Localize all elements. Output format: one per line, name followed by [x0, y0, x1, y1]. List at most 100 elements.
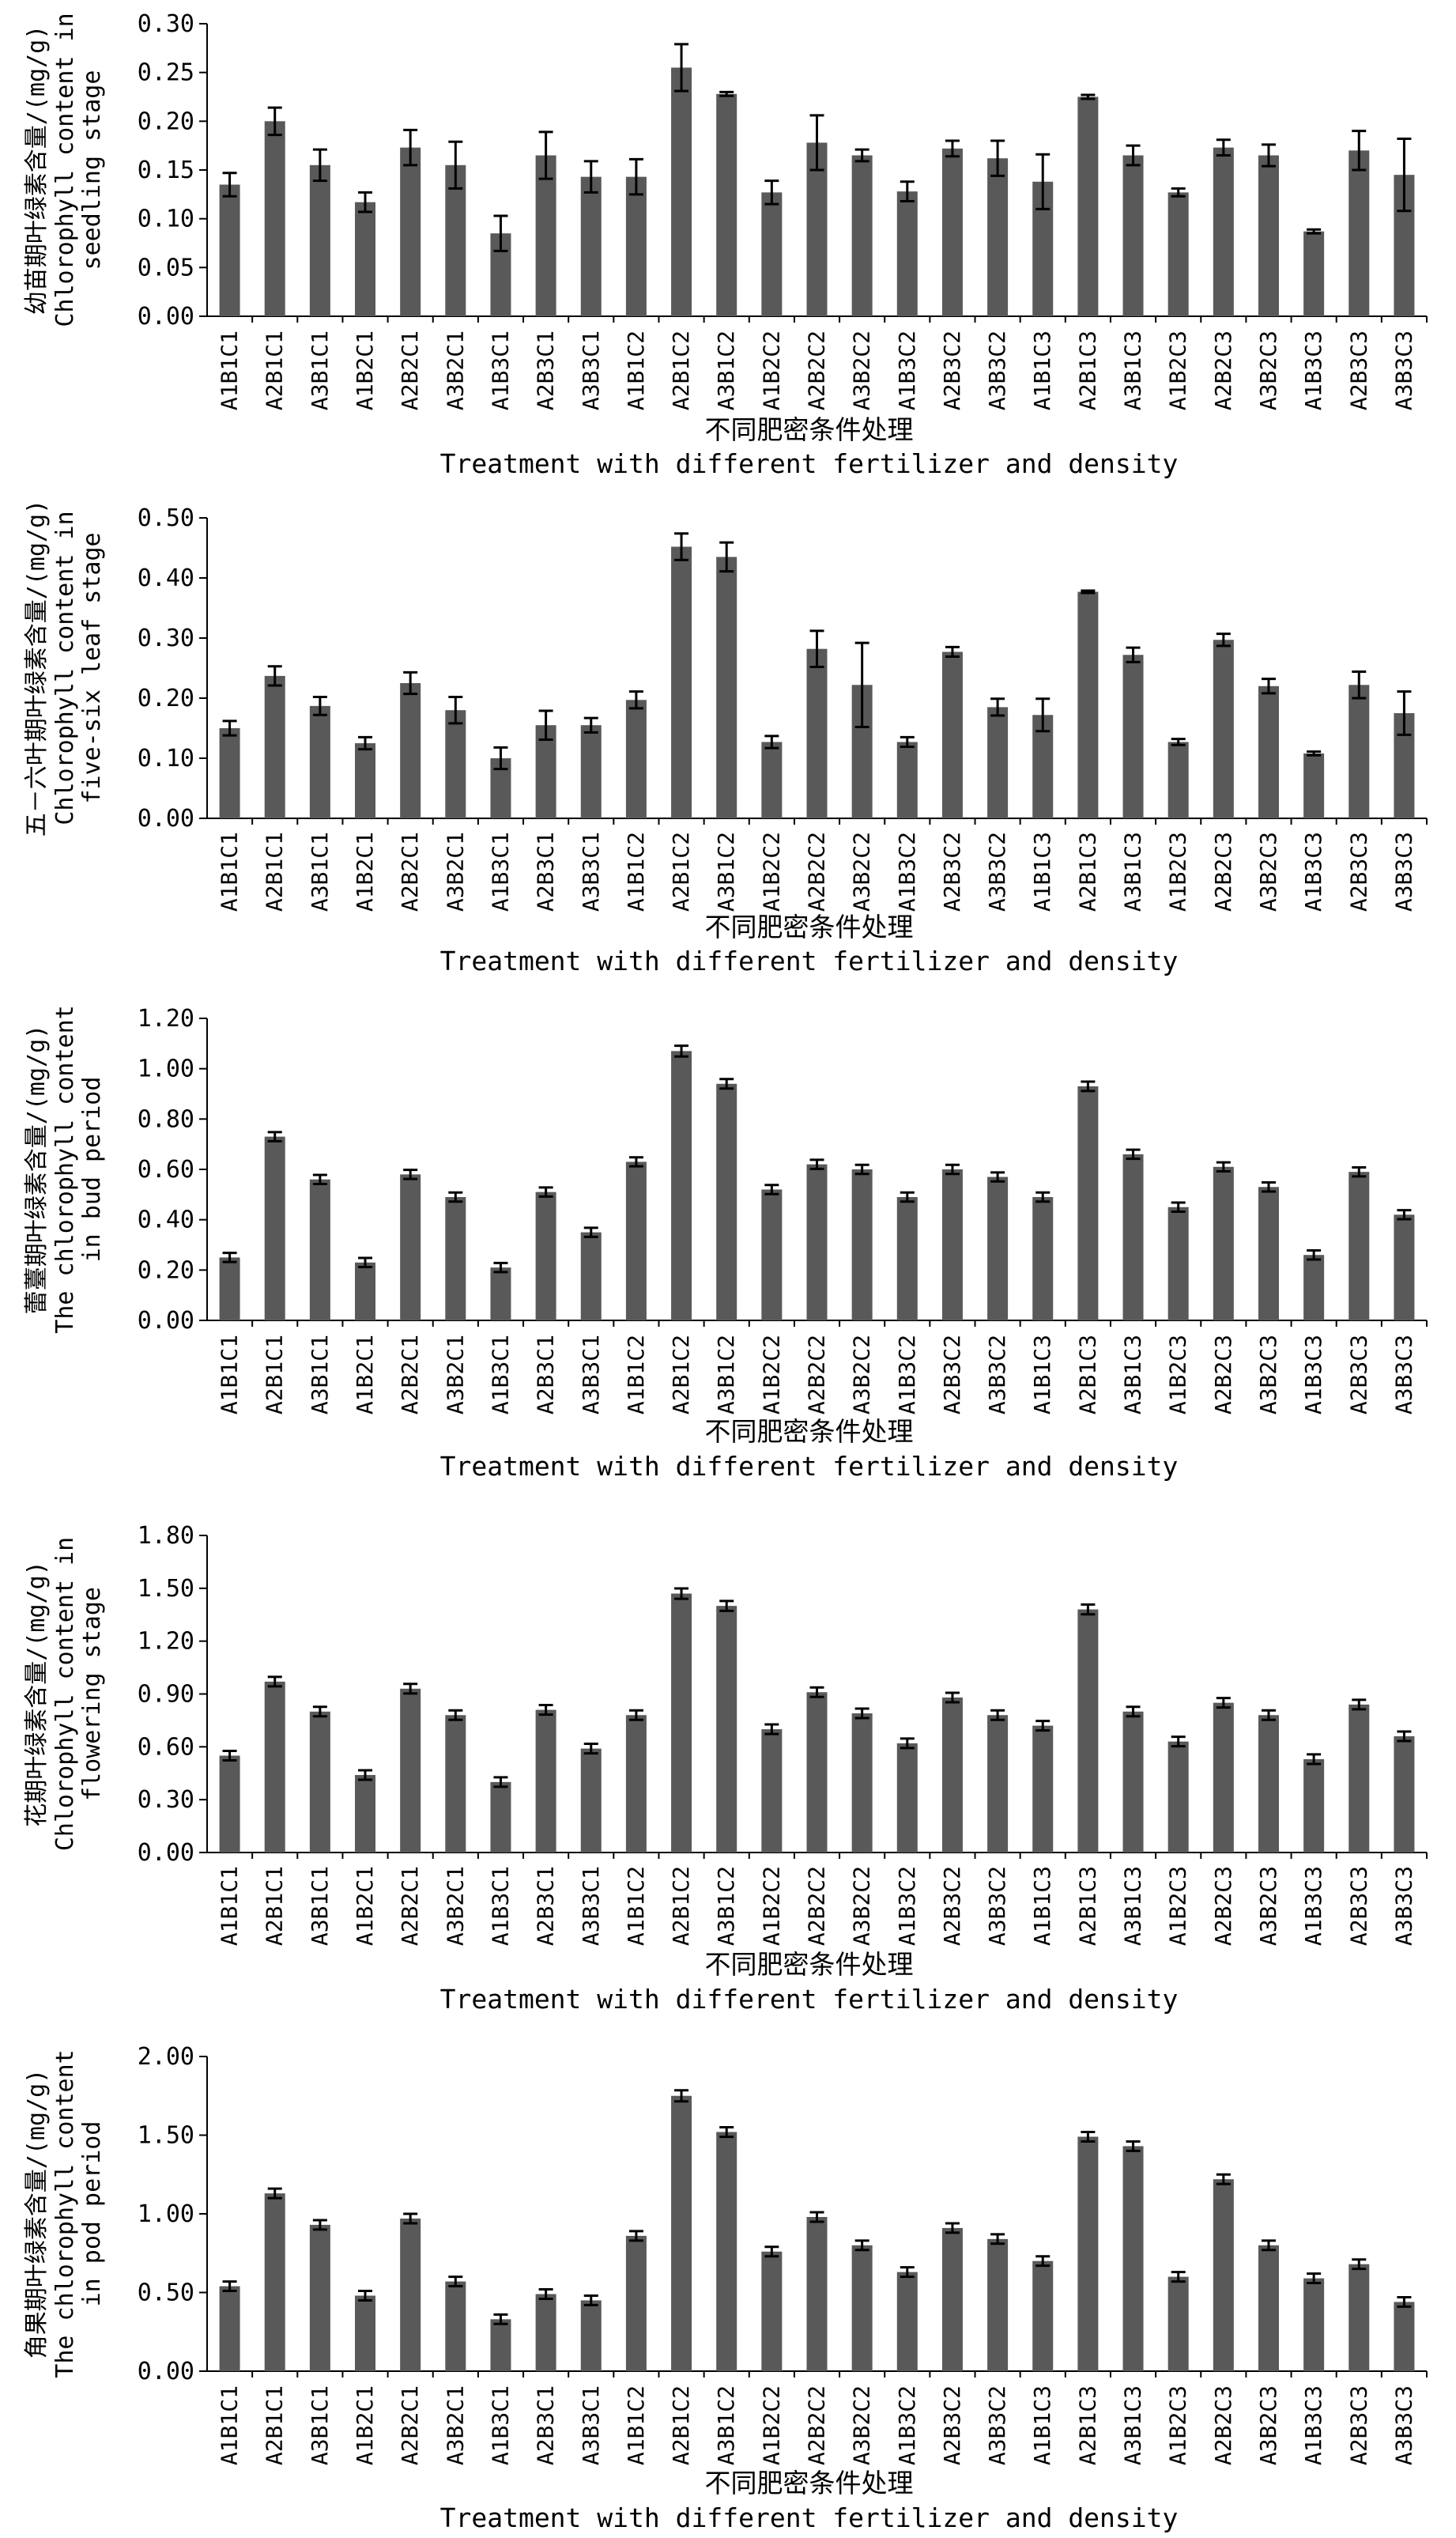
bar [1303, 1255, 1325, 1320]
category-label: A2B3C2 [939, 832, 965, 912]
chart-panel-5: 0.00 0.50 1.00 1.50 2.00 A1B1C1 A2B1C1 A3B1C1 A1… [23, 2043, 1428, 2533]
bar [490, 2319, 511, 2371]
bar [1258, 685, 1279, 818]
bar [1167, 742, 1189, 818]
x-axis-title-en: Treatment with different fertilizer and … [440, 448, 1179, 479]
bar [264, 1136, 285, 1320]
bar [671, 1593, 692, 1853]
category-label: A1B2C1 [352, 1866, 378, 1946]
bar [1303, 753, 1325, 818]
category-label: A2B1C3 [1074, 1335, 1100, 1414]
category-label: A2B2C2 [804, 2385, 830, 2465]
bar [625, 2235, 647, 2371]
bar [445, 710, 466, 818]
bar [716, 557, 737, 818]
bar [355, 1774, 376, 1853]
y-axis-title: 五－六叶期叶绿素含量/(mg/g) [23, 500, 51, 837]
bar [1348, 1704, 1370, 1853]
y-tick-label: 0.50 [138, 2279, 194, 2307]
category-label: A2B2C1 [397, 330, 423, 410]
category-label: A3B3C3 [1390, 2385, 1416, 2465]
category-label: A1B1C2 [623, 1866, 649, 1946]
y-axis-title-en: Chlorophyll content in [51, 1537, 79, 1851]
category-label: A2B1C3 [1074, 1866, 1100, 1946]
y-tick-label: 0.80 [138, 1105, 194, 1133]
bar [987, 1176, 1009, 1320]
category-label: A2B3C1 [533, 1866, 559, 1946]
bar [716, 1083, 737, 1320]
bar [851, 155, 873, 316]
bar [1077, 96, 1099, 316]
category-label: A2B1C2 [668, 330, 694, 410]
bar [1077, 591, 1099, 818]
category-label: A3B2C2 [849, 2385, 875, 2465]
bar [1213, 640, 1234, 818]
bar [806, 648, 828, 818]
y-tick-label: 0.60 [138, 1733, 194, 1761]
bar [851, 1169, 873, 1320]
bar [1122, 655, 1144, 818]
category-label: A1B3C3 [1300, 832, 1326, 912]
bar [806, 1692, 828, 1853]
bar [896, 1197, 918, 1320]
y-tick-label: 0.20 [138, 685, 194, 712]
y-tick-label: 0.00 [138, 1307, 194, 1335]
category-label: A1B1C2 [623, 832, 649, 912]
bar [445, 164, 466, 316]
bar [761, 192, 783, 316]
y-tick-label: 1.00 [138, 1056, 194, 1083]
bar [580, 725, 602, 818]
bar [1167, 192, 1189, 316]
category-label: A1B3C3 [1300, 330, 1326, 410]
category-label: A1B1C1 [217, 1335, 243, 1414]
bar [1122, 155, 1144, 316]
bar [1348, 685, 1370, 818]
x-axis-title-en: Treatment with different fertilizer and … [440, 946, 1179, 976]
bar [625, 1161, 647, 1320]
category-label: A1B1C3 [1029, 832, 1055, 912]
bar [400, 147, 421, 316]
category-label: A1B3C1 [487, 330, 513, 410]
category-label: A3B3C3 [1390, 1866, 1416, 1946]
bar [761, 742, 783, 818]
category-label: A1B2C1 [352, 832, 378, 912]
category-label: A3B3C2 [984, 1335, 1010, 1414]
bar [535, 1192, 556, 1320]
category-label: A3B2C2 [849, 1866, 875, 1946]
category-label: A2B3C3 [1345, 832, 1371, 912]
bar [987, 707, 1009, 818]
category-label: A1B1C2 [623, 1335, 649, 1414]
category-label: A2B3C3 [1345, 1335, 1371, 1414]
bar [1122, 1711, 1144, 1853]
category-label: A3B1C3 [1120, 2385, 1146, 2465]
bar [580, 176, 602, 316]
category-label: A2B2C1 [397, 2385, 423, 2465]
category-label: A1B3C1 [487, 2385, 513, 2465]
chart-panel-4: 0.00 0.30 0.60 0.90 1.20 1.50 1.80 A1B1C1 A2B1C1… [23, 1522, 1428, 2015]
category-label: A3B3C2 [984, 832, 1010, 912]
category-label: A1B2C2 [758, 1866, 784, 1946]
category-label: A1B2C1 [352, 2385, 378, 2465]
category-label: A2B3C1 [533, 330, 559, 410]
bar [309, 1179, 330, 1320]
category-label: A3B3C1 [578, 1335, 604, 1414]
bar [671, 546, 692, 818]
bar [1258, 1187, 1279, 1320]
category-label: A2B1C1 [262, 832, 288, 912]
category-label: A1B2C3 [1165, 832, 1191, 912]
bar [896, 742, 918, 818]
category-label: A3B2C3 [1255, 1335, 1281, 1414]
y-axis-title-en: The chlorophyll content [51, 1005, 79, 1333]
bar [535, 1709, 556, 1853]
y-tick-label: 0.25 [138, 59, 194, 87]
category-label: A2B3C1 [533, 1335, 559, 1414]
category-label: A1B3C3 [1300, 2385, 1326, 2465]
category-label: A2B3C3 [1345, 330, 1371, 410]
bar [400, 2218, 421, 2371]
category-label: A3B3C2 [984, 1866, 1010, 1946]
bar [625, 176, 647, 316]
category-label: A3B1C3 [1120, 330, 1146, 410]
y-tick-label: 0.20 [138, 108, 194, 135]
y-tick-label: 0.40 [138, 1207, 194, 1234]
y-axis-title-en: in bud period [78, 1077, 106, 1263]
